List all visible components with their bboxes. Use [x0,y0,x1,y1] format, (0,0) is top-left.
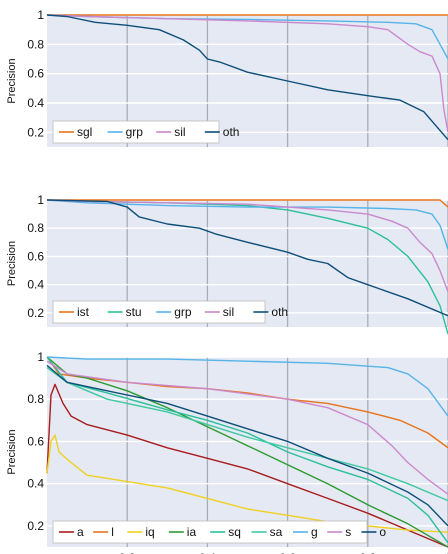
y-tick-label: 0.2 [27,125,44,139]
legend-label-g: g [311,525,318,539]
y-axis-label: Precision [6,241,18,286]
y-tick-label: 0.6 [27,67,44,81]
legend-label-sil: sil [174,125,185,139]
series-line-grp [46,199,448,250]
legend-label-grp: grp [174,305,192,319]
x-tick-label: 0.2 [119,551,136,554]
series-line-oth [46,14,448,141]
legend-label-ist: ist [77,305,90,319]
legend-label-iq: iq [145,525,154,539]
legend-label-sgl: sgl [77,125,92,139]
y-axis-label: Precision [6,429,18,474]
legend-label-o: o [379,525,386,539]
legend-label-ia: ia [187,525,197,539]
x-tick-label: 0.4 [199,551,216,554]
panel-1: 0.2 0.4 0.6 0.8 1 Precision sgl grp sil oth [6,8,448,147]
y-tick-label: 1 [37,8,44,22]
legend-label-l: l [111,525,114,539]
y-tick-label: 0.6 [27,249,44,263]
series-line-ia [46,356,448,548]
legend-label-sa: sa [270,525,283,539]
series-line-s [46,360,448,495]
y-tick-label: 0.6 [27,434,44,448]
y-tick-label: 0.8 [27,37,44,51]
y-tick-label: 0.2 [27,306,44,320]
y-tick-label: 0.4 [27,278,44,292]
series-line-o [46,364,448,527]
y-tick-label: 0.4 [27,477,44,491]
plot-area [47,357,448,547]
x-tick-label: 1 [445,551,448,554]
y-tick-label: 1 [37,350,44,364]
series-line-oth [46,199,448,317]
legend-label-oth: oth [223,125,240,139]
panel-2: 0.2 0.4 0.6 0.8 1 Precision ist stu grp sil oth [6,193,448,335]
y-tick-label: 0.2 [27,519,44,533]
legend-label-oth: oth [271,305,288,319]
legend-label-stu: stu [126,305,142,319]
series-line-sil [46,14,448,133]
legend-label-grp: grp [126,125,144,139]
series-line-ist [47,199,448,208]
series-line-g [46,356,448,417]
series-line-a [46,383,448,548]
legend-label-sq: sq [228,525,241,539]
y-tick-label: 0.4 [27,96,44,110]
legend-label-sil: sil [223,305,234,319]
panel-3: 0.20.40.60.81Precision0.20.40.60.81Recal… [6,350,448,554]
legend-label-s: s [345,525,351,539]
x-tick-label: 0.6 [279,551,296,554]
series-line-sil [46,199,448,292]
series-line-sa [46,367,448,502]
y-tick-label: 1 [37,193,44,207]
x-tick-label: 0.8 [359,551,376,554]
y-tick-label: 0.8 [27,392,44,406]
y-axis-label: Precision [6,58,18,103]
y-tick-label: 0.8 [27,221,44,235]
legend-label-a: a [77,525,84,539]
